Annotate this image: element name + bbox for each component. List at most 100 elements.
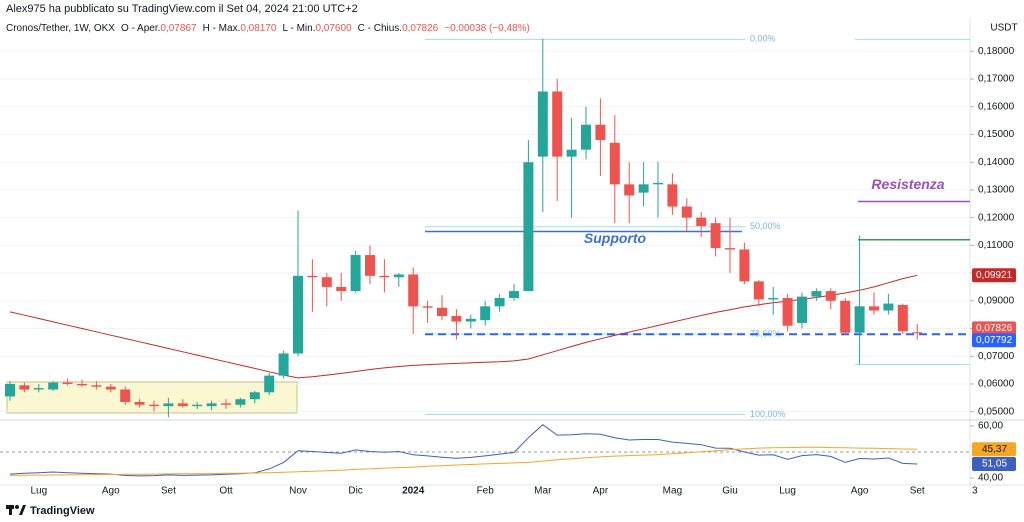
candle-body [595, 124, 606, 140]
candle-body [163, 403, 174, 407]
candle-body [62, 382, 73, 384]
price-badge [972, 268, 1016, 283]
candle-body [667, 184, 678, 207]
ohlc-value: 0,08170 [240, 23, 277, 34]
x-tick-label: Giu [722, 486, 738, 497]
candle-body [451, 316, 462, 322]
fib-label: 50,00% [750, 221, 781, 231]
candle-body [681, 206, 692, 218]
candle-body [883, 303, 894, 311]
y-tick-label: 0,18000 [978, 46, 1015, 57]
candle-body [581, 124, 591, 150]
x-tick-label: Ott [219, 486, 233, 497]
ohlc-label: O - Aper. [121, 23, 160, 34]
rsi-badge [972, 457, 1016, 472]
candle-body [638, 184, 649, 193]
candle-body [249, 392, 260, 400]
candle-body [221, 403, 231, 405]
candle-body [19, 385, 30, 390]
candle-body [91, 385, 102, 387]
candle-body [48, 382, 59, 390]
candle-body [811, 291, 822, 297]
x-tick-label: Ago [851, 486, 869, 497]
candle-body [278, 353, 289, 376]
candle-body [321, 277, 332, 287]
candle-body [725, 248, 735, 250]
change: −0,00038 (−0,48%) [444, 23, 530, 34]
price-badge-label: 0,07826 [976, 323, 1013, 334]
x-tick-label: Mar [534, 486, 552, 497]
ohlc-value: 0,07867 [160, 23, 197, 34]
candle-body [437, 307, 447, 317]
candle-body [840, 300, 851, 333]
ohlc-label: H - Max. [203, 23, 241, 34]
price-badge [972, 333, 1016, 348]
footer-logo [6, 505, 26, 515]
candle-body [768, 298, 779, 300]
rsi-ma-line [9, 446, 918, 476]
x-tick-label: Set [910, 486, 925, 497]
candle-body [77, 383, 87, 386]
x-tick-label: Set [161, 486, 176, 497]
candle-body [307, 275, 318, 278]
candle-body [494, 298, 505, 307]
candle-body [566, 149, 577, 157]
candle-body [869, 306, 879, 311]
y-tick-label: 0,17000 [978, 74, 1015, 85]
fib-label: 0,00% [750, 34, 776, 44]
y-tick-label: 0,06000 [978, 379, 1015, 390]
rsi-badge-label: 51,05 [982, 459, 1007, 470]
ohlc-value: 0,07826 [402, 23, 439, 34]
y-tick-label: 40,00 [978, 473, 1003, 484]
x-tick-label: Lug [779, 486, 796, 497]
candle-body [235, 399, 246, 405]
y-tick-label: 0,14000 [978, 157, 1015, 168]
price-badge [972, 321, 1016, 336]
price-badge-label: 0,09921 [976, 270, 1013, 281]
price-badge-label: 0,07792 [976, 335, 1013, 346]
y-tick-label: 60,00 [978, 421, 1003, 432]
candle-body [710, 223, 721, 249]
candle-body [825, 291, 836, 301]
y-tick-label: 0,15000 [978, 129, 1015, 140]
candle-body [206, 403, 217, 407]
candle-body [480, 306, 491, 321]
x-tick-label: Dic [348, 486, 362, 497]
y-tick-label: 0,16000 [978, 101, 1015, 112]
fib-label: 100,00% [750, 409, 786, 419]
annotation-text: Resistenza [871, 176, 944, 192]
moving-average [9, 274, 918, 379]
x-tick-label: 3 [972, 486, 978, 497]
candle-body [422, 306, 433, 308]
x-tick-label: Feb [477, 486, 495, 497]
candle-body [134, 401, 145, 405]
rsi-badge-label: 45,37 [982, 444, 1007, 455]
candle-body [177, 403, 188, 407]
candle-body [408, 274, 419, 307]
candle-body [782, 298, 793, 326]
candle-body [465, 318, 476, 322]
rsi-badge [972, 442, 1016, 457]
candle-body [293, 275, 303, 354]
symbol: Cronos/Tether, 1W, OKX [6, 23, 115, 34]
symbol-line: Cronos/Tether, 1W, OKX O - Aper.0,07867 H … [6, 23, 530, 34]
x-tick-label: Lug [30, 486, 47, 497]
y-tick-label: 0,07000 [978, 351, 1015, 362]
y-tick-label: 0,11000 [978, 240, 1014, 251]
candle-body [105, 386, 116, 390]
candle-body [537, 91, 548, 157]
candle-body [509, 291, 519, 299]
candle-body [5, 383, 15, 397]
candle-body [696, 217, 707, 226]
ohlc-label: C - Chius. [358, 23, 402, 34]
candle-body [350, 255, 361, 292]
x-tick-label: Nov [289, 486, 307, 497]
candle-body [624, 184, 635, 196]
x-tick-label: Mag [663, 486, 682, 497]
y-tick-label: 0,05000 [978, 406, 1015, 417]
candle-body [264, 375, 275, 393]
x-tick-label: 2024 [402, 486, 425, 497]
candle-body [393, 274, 404, 278]
ohlc-label: L - Min. [283, 23, 316, 34]
